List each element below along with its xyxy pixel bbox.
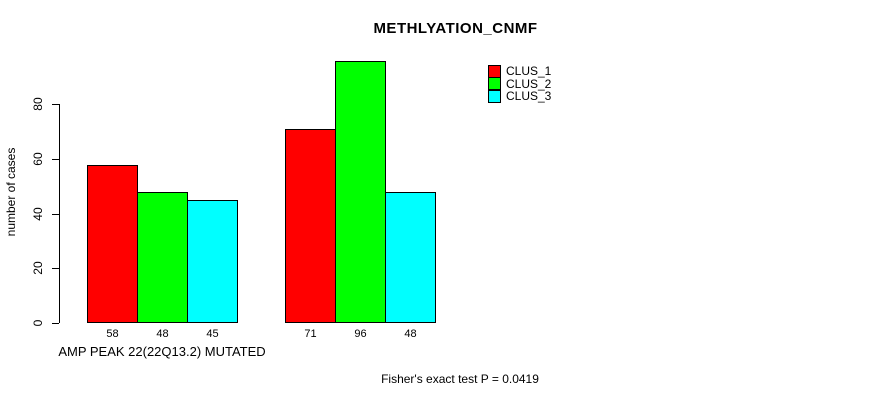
bar-clus_1-group1 — [87, 165, 138, 323]
bar-clus_3-group2 — [385, 192, 436, 323]
legend-swatch-icon — [488, 64, 501, 78]
bar-value-label: 48 — [404, 328, 417, 340]
y-tick-mark — [52, 104, 59, 105]
legend-swatch-icon — [488, 77, 501, 91]
y-axis-label: number of cases — [4, 147, 18, 237]
legend-label: CLUS_3 — [506, 89, 552, 104]
bar-clus_2-group1 — [137, 192, 188, 323]
legend-label: CLUS_2 — [506, 76, 552, 91]
y-tick-label: 0 — [31, 319, 45, 327]
bar-clus_1-group2 — [285, 129, 336, 323]
bar-value-label: 71 — [304, 328, 317, 340]
bar-clus_2-group2 — [335, 61, 386, 323]
bar-value-label: 58 — [106, 328, 119, 340]
y-tick-mark — [52, 214, 59, 215]
chart-title: METHLYATION_CNMF — [373, 20, 538, 37]
legend-item-clus_2: CLUS_2 — [488, 76, 552, 91]
legend: CLUS_1 CLUS_2 CLUS_3 — [488, 64, 552, 104]
bar-value-label: 48 — [156, 328, 169, 340]
y-tick-mark — [52, 323, 59, 324]
y-tick-label: 20 — [31, 261, 45, 275]
bar-value-label: 45 — [206, 328, 219, 340]
y-tick-label: 60 — [31, 152, 45, 166]
legend-label: CLUS_1 — [506, 64, 552, 79]
y-tick-mark — [52, 159, 59, 160]
y-tick-label: 80 — [31, 97, 45, 111]
bar-value-label: 96 — [354, 328, 367, 340]
y-axis-line — [59, 104, 60, 323]
bar-clus_3-group1 — [187, 200, 238, 323]
y-tick-mark — [52, 268, 59, 269]
fisher-test-annotation: Fisher's exact test P = 0.0419 — [381, 372, 539, 386]
legend-item-clus_1: CLUS_1 — [488, 64, 552, 79]
y-tick-label: 40 — [31, 207, 45, 221]
x-axis-title: AMP PEAK 22(22Q13.2) MUTATED — [58, 344, 266, 359]
legend-swatch-icon — [488, 89, 501, 103]
legend-item-clus_3: CLUS_3 — [488, 89, 552, 104]
